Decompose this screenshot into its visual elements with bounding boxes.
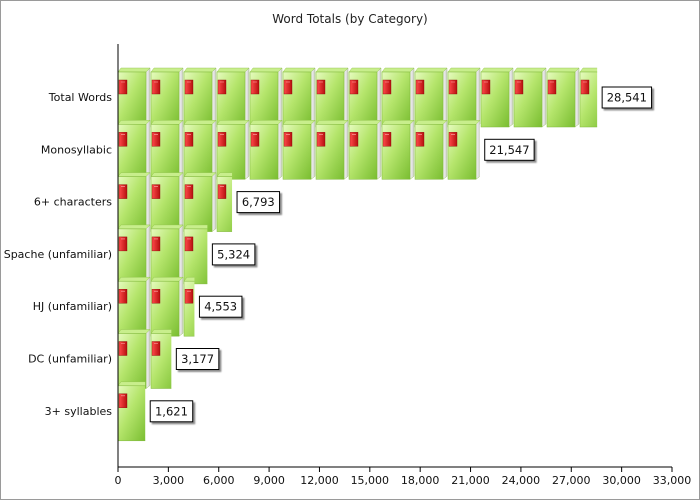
value-label: 1,621 <box>149 400 194 423</box>
x-tick-label: 3,000 <box>153 474 185 487</box>
value-label: 6,793 <box>236 191 281 214</box>
book-icon <box>249 67 283 128</box>
x-tick-label: 6,000 <box>203 474 235 487</box>
value-label: 5,324 <box>211 243 256 266</box>
book-icon <box>117 67 151 128</box>
book-icon <box>480 67 514 128</box>
category-label: 6+ characters <box>34 196 112 209</box>
book-icon <box>183 172 217 232</box>
value-label-text: 1,621 <box>155 404 188 418</box>
bar <box>117 172 233 232</box>
value-labels: 28,541 21,547 6,793 5,324 4,553 3,177 1,621 <box>149 86 653 423</box>
book-icon <box>315 120 349 180</box>
book-icon <box>414 120 448 180</box>
book-icon <box>315 67 349 128</box>
x-tick-label: 30,000 <box>602 474 641 487</box>
book-icon <box>183 224 208 285</box>
category-labels: Total Words Monosyllabic 6+ characters Spac… <box>4 91 113 418</box>
bars-layer <box>117 67 598 442</box>
book-icon <box>150 224 184 285</box>
category-label: Total Words <box>48 91 112 104</box>
book-icon <box>117 381 146 442</box>
book-icon <box>183 120 217 180</box>
book-icon <box>117 224 151 285</box>
book-icon <box>282 120 316 180</box>
book-icon <box>117 120 151 180</box>
x-tick-label: 33,000 <box>653 474 692 487</box>
x-tick-label: 18,000 <box>401 474 440 487</box>
value-label-text: 5,324 <box>217 247 250 261</box>
bar <box>117 67 598 128</box>
x-tick-label: 21,000 <box>451 474 490 487</box>
book-icon <box>117 172 151 232</box>
x-axis-ticks: 0 3,000 6,000 9,000 12,000 15,000 18,000 21,000… <box>115 467 692 487</box>
x-tick-label: 12,000 <box>300 474 339 487</box>
book-icon <box>183 67 217 128</box>
value-label-box <box>236 191 281 214</box>
x-tick-label: 15,000 <box>351 474 390 487</box>
book-icon <box>348 67 382 128</box>
book-icon <box>117 329 151 389</box>
category-label: HJ (unfamiliar) <box>33 300 112 313</box>
value-label: 21,547 <box>484 138 535 161</box>
book-icon <box>150 120 184 180</box>
value-label-box <box>484 138 535 161</box>
value-label-box <box>149 400 194 423</box>
bar <box>117 224 208 285</box>
book-icon <box>447 120 480 180</box>
x-tick-label: 24,000 <box>502 474 541 487</box>
book-icon <box>546 67 580 128</box>
book-icon <box>249 120 283 180</box>
value-label: 3,177 <box>175 348 220 370</box>
value-label-text: 3,177 <box>181 352 214 366</box>
value-label-text: 21,547 <box>489 143 529 157</box>
book-icon <box>414 67 448 128</box>
value-label-box <box>601 86 653 109</box>
book-icon <box>381 67 415 128</box>
x-tick-label: 0 <box>115 474 122 487</box>
book-icon <box>348 120 382 180</box>
book-icon <box>150 67 184 128</box>
book-icon <box>447 67 481 128</box>
book-icon <box>216 120 250 180</box>
bar <box>117 381 146 442</box>
category-label: Monosyllabic <box>41 143 112 156</box>
category-label: DC (unfamiliar) <box>28 353 112 366</box>
x-tick-label: 9,000 <box>253 474 285 487</box>
value-label: 4,553 <box>198 295 243 318</box>
category-label: 3+ syllables <box>45 405 113 418</box>
book-icon <box>282 67 316 128</box>
category-label: Spache (unfamiliar) <box>4 248 112 261</box>
value-label-box <box>198 295 243 318</box>
value-label-text: 28,541 <box>607 91 647 105</box>
value-label: 28,541 <box>601 86 653 109</box>
x-tick-label: 27,000 <box>552 474 591 487</box>
chart-title: Word Totals (by Category) <box>272 12 427 26</box>
book-icon <box>381 120 415 180</box>
bar <box>117 120 480 180</box>
book-icon <box>216 67 250 128</box>
value-label-box <box>175 348 220 370</box>
value-label-text: 4,553 <box>204 300 237 314</box>
value-label-box <box>211 243 256 266</box>
bar <box>117 329 172 389</box>
book-icon <box>150 276 184 337</box>
book-icon <box>150 172 184 232</box>
book-icon <box>513 67 547 128</box>
book-icon <box>117 276 151 337</box>
value-label-text: 6,793 <box>242 195 275 209</box>
